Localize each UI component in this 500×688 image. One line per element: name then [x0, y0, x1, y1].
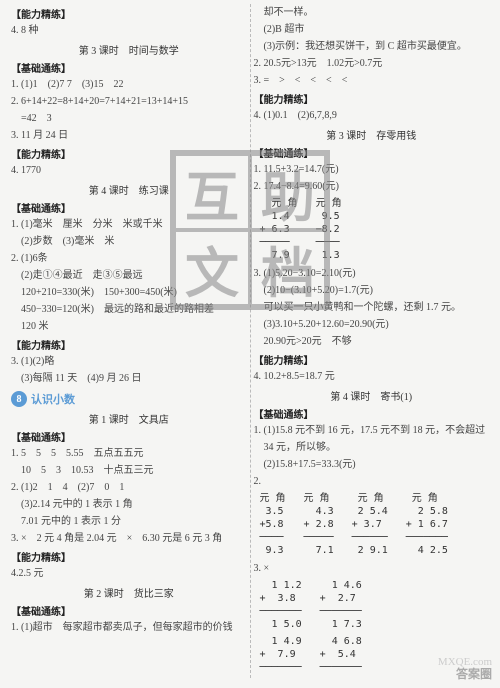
text-line: 1. (1)1 (2)7 7 (3)15 22 [11, 77, 247, 93]
wm-cell: 文 [174, 230, 250, 306]
calc-block: 元 角 4.3 + 2.8 ───── 7.1 [304, 492, 334, 557]
calc-block: 1 4.9 + 7.9 ─────── [260, 635, 302, 674]
text-line: 1. (1)超市 每家超市都卖瓜子，但每家超市的价钱 [11, 620, 247, 636]
text-line: (2)B 超市 [254, 22, 490, 38]
text-line: 3. 11 月 24 日 [11, 128, 247, 144]
chapter-title-row: 8 认识小数 [11, 391, 247, 407]
text-line: 3. = > < < < < [254, 73, 490, 89]
text-line: (3)2.14 元中的 1 表示 1 角 [11, 497, 247, 513]
text-line: 3. (1)(2)略 [11, 354, 247, 370]
text-line: 7.01 元中的 1 表示 1 分 [11, 514, 247, 530]
calc-row: 1 1.2 + 3.8 ─────── 1 5.0 1 4.6 + 2.7 ──… [260, 579, 490, 631]
chapter-title: 认识小数 [31, 391, 75, 407]
text-line: 1. 5 5 5 5.55 五点五五元 [11, 446, 247, 462]
text-line: 2. 6+14+22=8+14+20=7+14+21=13+14+15 [11, 94, 247, 110]
text-line: 3. × [254, 561, 490, 577]
text-line: 2. 20.5元>13元 1.02元>0.7元 [254, 56, 490, 72]
text-line: (2)15.8+17.5=33.3(元) [254, 457, 490, 473]
calc-block: 4 6.8 + 5.4 ─────── [320, 635, 362, 674]
lesson-title: 第 4 课时 寄书(1) [254, 388, 490, 403]
section-header: 【基础通练】 [11, 603, 247, 618]
page: 【能力精练】 4. 8 种 第 3 课时 时间与数学 【基础通练】 1. (1)… [0, 0, 500, 682]
text-line: 4. 8 种 [11, 23, 247, 39]
section-header: 【基础通练】 [11, 60, 247, 75]
calc-block: 1 4.6 + 2.7 ─────── 1 7.3 [320, 579, 362, 631]
text-line: 34 元，所以够。 [254, 440, 490, 456]
text-line: 2. [254, 474, 490, 490]
lesson-title: 第 1 课时 文具店 [11, 411, 247, 426]
chapter-number: 8 [11, 391, 27, 407]
text-line: 4. 10.2+8.5=18.7 元 [254, 369, 490, 385]
text-line: 4. (1)0.1 (2)6,7,8,9 [254, 108, 490, 124]
text-line: 120 米 [11, 319, 247, 335]
text-line: 4.2.5 元 [11, 566, 247, 582]
wm-cell: 互 [174, 154, 250, 230]
section-header: 【能力精练】 [11, 337, 247, 352]
text-line: (3)每隔 11 天 (4)9 月 26 日 [11, 371, 247, 387]
section-header: 【能力精练】 [254, 352, 490, 367]
calc-block: 元 角 2 5.8 + 1 6.7 ─────── 4 2.5 [406, 492, 448, 557]
watermark-brand: 答案圈 [456, 665, 492, 682]
lesson-title: 第 2 课时 货比三家 [11, 585, 247, 600]
wm-cell: 档 [250, 230, 326, 306]
text-line: 20.90元>20元 不够 [254, 334, 490, 350]
lesson-title: 第 3 课时 时间与数学 [11, 42, 247, 57]
section-header: 【能力精练】 [11, 6, 247, 21]
section-header: 【基础通练】 [254, 406, 490, 421]
text-line: 2. (1)2 1 4 (2)7 0 1 [11, 480, 247, 496]
section-header: 【基础通练】 [11, 429, 247, 444]
calc-block: 1 1.2 + 3.8 ─────── 1 5.0 [260, 579, 302, 631]
section-header: 【能力精练】 [11, 549, 247, 564]
text-line: 1. (1)15.8 元不到 16 元，17.5 元不到 18 元，不会超过 [254, 423, 490, 439]
text-line: (3)3.10+5.20+12.60=20.90(元) [254, 317, 490, 333]
calc-row: 1 4.9 + 7.9 ─────── 4 6.8 + 5.4 ─────── [260, 635, 490, 674]
right-column: 却不一样。 (2)B 超市 (3)示例：我还想买饼干，到 C 超市买最便宜。 2… [251, 4, 493, 678]
left-column: 【能力精练】 4. 8 种 第 3 课时 时间与数学 【基础通练】 1. (1)… [8, 4, 251, 678]
lesson-title: 第 3 课时 存零用钱 [254, 127, 490, 142]
wm-cell: 助 [250, 154, 326, 230]
calc-block: 元 角 3.5 +5.8 ──── 9.3 [260, 492, 286, 557]
section-header: 【能力精练】 [254, 91, 490, 106]
watermark-stamp: 互 助 文 档 [170, 150, 330, 310]
text-line: (3)示例：我还想买饼干，到 C 超市买最便宜。 [254, 39, 490, 55]
calc-row: 元 角 3.5 +5.8 ──── 9.3 元 角 4.3 + 2.8 ────… [260, 492, 490, 557]
text-line: 3. × 2 元 4 角是 2.04 元 × 6.30 元是 6 元 3 角 [11, 531, 247, 547]
text-line: =42 3 [11, 111, 247, 127]
calc-block: 元 角 2 5.4 + 3.7 ────── 2 9.1 [352, 492, 388, 557]
text-line: 10 5 3 10.53 十点五三元 [11, 463, 247, 479]
text-line: 却不一样。 [254, 5, 490, 21]
